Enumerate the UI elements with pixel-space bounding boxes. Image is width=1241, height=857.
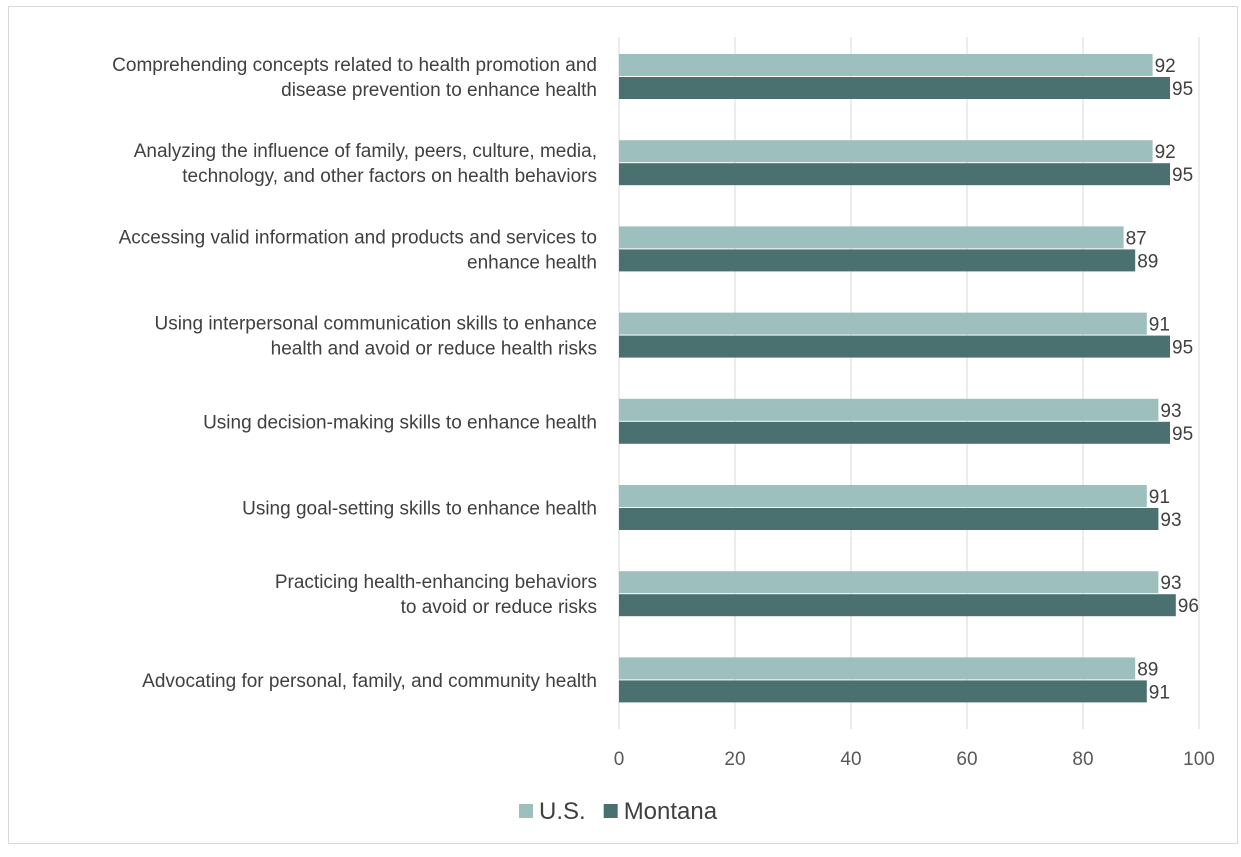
legend: U.S. Montana bbox=[519, 798, 718, 825]
bar-u-s bbox=[619, 312, 1147, 335]
bars bbox=[619, 54, 1176, 703]
data-label-u-s: 93 bbox=[1160, 573, 1181, 594]
data-label-montana: 89 bbox=[1137, 251, 1158, 272]
data-label-u-s: 89 bbox=[1137, 659, 1158, 680]
data-label-montana: 95 bbox=[1172, 424, 1193, 445]
bar-montana bbox=[619, 77, 1170, 99]
category-label: to avoid or reduce risks bbox=[401, 597, 597, 618]
category-label: technology, and other factors on health … bbox=[182, 166, 597, 187]
bar-u-s bbox=[619, 398, 1159, 421]
data-label-u-s: 91 bbox=[1149, 315, 1170, 336]
data-label-montana: 95 bbox=[1172, 79, 1193, 100]
bar-montana bbox=[619, 508, 1159, 530]
data-label-montana: 96 bbox=[1178, 596, 1199, 617]
bar-montana bbox=[619, 421, 1170, 444]
legend-swatch-u-s bbox=[519, 804, 533, 818]
legend-label-u-s: U.S. bbox=[539, 798, 586, 825]
bar-u-s bbox=[619, 657, 1136, 680]
category-label: health and avoid or reduce health risks bbox=[271, 339, 597, 360]
legend-swatch-montana bbox=[603, 804, 618, 818]
data-label-montana: 91 bbox=[1149, 682, 1170, 703]
data-label-u-s: 93 bbox=[1160, 401, 1181, 422]
x-tick-label: 80 bbox=[1072, 749, 1093, 770]
bar-u-s bbox=[619, 485, 1147, 507]
category-label: enhance health bbox=[467, 252, 597, 273]
category-label: Using decision-making skills to enhance … bbox=[203, 412, 597, 433]
x-tick-label: 40 bbox=[840, 749, 861, 770]
bar-montana bbox=[619, 680, 1147, 703]
x-tick-label: 60 bbox=[956, 749, 977, 770]
bar-u-s bbox=[619, 226, 1124, 249]
category-label: Practicing health-enhancing behaviors bbox=[275, 572, 597, 593]
category-label: disease prevention to enhance health bbox=[281, 80, 597, 101]
data-label-montana: 95 bbox=[1172, 338, 1193, 359]
category-labels: Comprehending concepts related to health… bbox=[112, 55, 597, 692]
data-label-montana: 95 bbox=[1172, 165, 1193, 186]
bar-montana bbox=[619, 163, 1170, 186]
category-label: Using goal-setting skills to enhance hea… bbox=[242, 499, 597, 520]
x-tick-label: 20 bbox=[724, 749, 745, 770]
bar-u-s bbox=[619, 54, 1153, 76]
category-label: Advocating for personal, family, and com… bbox=[142, 671, 597, 692]
bar-montana bbox=[619, 249, 1136, 272]
x-tick-label: 0 bbox=[614, 749, 625, 770]
bar-montana bbox=[619, 594, 1176, 617]
chart-frame: 92 95 92 95 87 89 91 95 93 95 91 93 93 96 89 91 Compreh… bbox=[8, 6, 1238, 844]
bar-u-s bbox=[619, 571, 1159, 594]
data-label-u-s: 92 bbox=[1155, 142, 1176, 163]
data-label-u-s: 91 bbox=[1149, 487, 1170, 508]
category-label: Comprehending concepts related to health… bbox=[112, 55, 597, 76]
bar-u-s bbox=[619, 140, 1153, 163]
legend-label-montana: Montana bbox=[624, 798, 718, 825]
data-label-u-s: 87 bbox=[1126, 228, 1147, 249]
x-tick-label: 100 bbox=[1183, 749, 1215, 770]
data-label-montana: 93 bbox=[1160, 510, 1181, 531]
category-label: Using interpersonal communication skills… bbox=[154, 314, 597, 335]
x-axis-ticks: 0 20 40 60 80 100 bbox=[614, 749, 1215, 770]
category-label: Accessing valid information and products… bbox=[119, 227, 597, 248]
bar-montana bbox=[619, 335, 1170, 358]
category-label: Analyzing the influence of family, peers… bbox=[134, 141, 597, 162]
data-label-u-s: 92 bbox=[1155, 56, 1176, 77]
